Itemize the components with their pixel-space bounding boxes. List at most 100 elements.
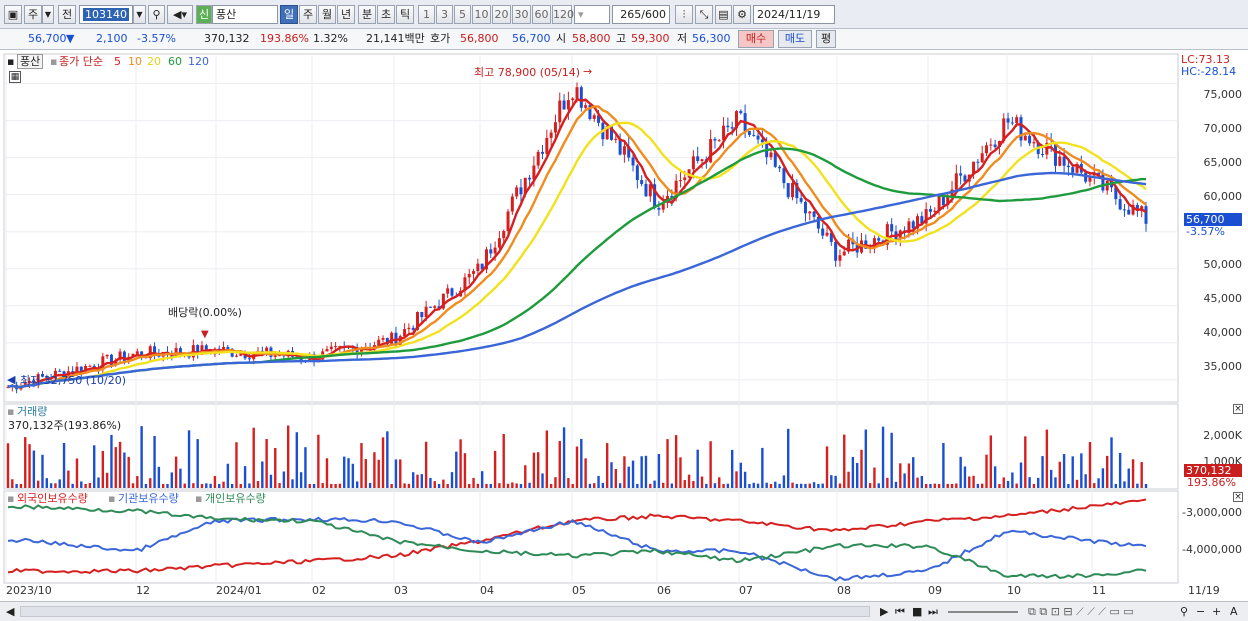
new-badge[interactable]: 신 xyxy=(196,5,212,24)
legend-sep-icon: ▪ xyxy=(108,492,116,505)
panel-menu-icon[interactable]: ▪ xyxy=(7,55,15,68)
interval-10[interactable]: 10 xyxy=(472,5,491,24)
close-icon[interactable]: × xyxy=(1233,492,1243,502)
chevron-down-icon[interactable]: ▼ xyxy=(42,5,54,24)
code-input[interactable]: 103140 xyxy=(79,5,133,24)
volume-bar xyxy=(28,444,31,488)
volume-bar xyxy=(433,481,436,488)
holder-line-1 xyxy=(7,516,1147,582)
volume-bar xyxy=(761,447,764,488)
interval-5[interactable]: 5 xyxy=(454,5,471,24)
candle-body xyxy=(653,184,657,208)
type-select[interactable]: 주 xyxy=(24,5,42,24)
volume-bar xyxy=(593,483,596,488)
count-input[interactable]: 265/600 xyxy=(612,5,670,24)
draw-tool-icon[interactable]: ⤡ xyxy=(695,5,713,24)
code-dropdown-icon[interactable]: ▼ xyxy=(133,5,146,24)
volume-bar xyxy=(1067,483,1070,488)
ask-label: 호가 xyxy=(430,32,451,45)
volume-bar xyxy=(657,453,661,488)
scroll-left-icon[interactable]: ◀ xyxy=(6,605,15,618)
average-button[interactable]: 평 xyxy=(816,30,836,48)
change-rate: -3.57% xyxy=(137,32,176,45)
volume-bar xyxy=(1075,479,1079,488)
candle-body xyxy=(605,126,609,140)
volume-bar xyxy=(442,479,445,488)
candle-body xyxy=(1019,117,1023,141)
ma-menu-icon[interactable]: ▪ xyxy=(50,55,58,68)
period-second[interactable]: 초 xyxy=(377,5,395,24)
period-minute[interactable]: 분 xyxy=(358,5,376,24)
volume-bar xyxy=(351,463,355,488)
interval-3[interactable]: 3 xyxy=(436,5,453,24)
date-input[interactable]: 2024/11/19 xyxy=(753,5,835,24)
zoom-icon[interactable]: ⚲ xyxy=(1180,605,1189,618)
chart-area[interactable]: ▪ 풍산 ▪ 종가 단순 5 10 20 60 120 ▦ 최고 78,900 … xyxy=(0,51,1248,601)
period-day[interactable]: 일 xyxy=(280,5,298,24)
custom-interval-input[interactable]: ▾ xyxy=(574,5,610,24)
candle-body xyxy=(1006,118,1010,123)
volume-bar xyxy=(696,449,699,488)
volume-bar xyxy=(325,458,329,488)
candle-body xyxy=(911,221,915,229)
fast-forward-icon[interactable]: ⏭ xyxy=(928,605,938,618)
candle-body xyxy=(713,139,717,141)
layout-tools-icon[interactable]: ⧉ ⧉ ⊡ ⊟ ⟋ ⟋ ⟋ ▭ ▭ xyxy=(1028,605,1134,618)
volume-bar xyxy=(687,474,691,488)
volume-bar xyxy=(476,483,480,488)
holder-menu-icon[interactable]: ▪ xyxy=(7,492,15,505)
period-week[interactable]: 주 xyxy=(299,5,317,24)
volume-bar xyxy=(368,482,372,488)
interval-1[interactable]: 1 xyxy=(418,5,435,24)
calculator-icon[interactable]: ▦ xyxy=(9,71,21,83)
sell-button[interactable]: 매도 xyxy=(778,30,812,48)
ask-price-2: 56,700 xyxy=(512,32,551,45)
interval-120[interactable]: 120 xyxy=(552,5,574,24)
zoom-in-icon[interactable]: + xyxy=(1212,605,1222,618)
ma-line-120 xyxy=(7,171,1147,389)
interval-20[interactable]: 20 xyxy=(492,5,511,24)
down-arrow-icon: ▼ xyxy=(66,32,75,45)
candle-type-icon[interactable]: ⫶ xyxy=(675,5,693,24)
candle-body xyxy=(325,349,329,352)
volume-bar xyxy=(1088,442,1092,488)
chart-menu-icon[interactable]: ▣ xyxy=(4,5,22,24)
volume-bar xyxy=(364,459,367,488)
zoom-out-icon[interactable]: − xyxy=(1196,605,1206,618)
y-tick: 70,000 xyxy=(1203,122,1243,135)
close-icon[interactable]: × xyxy=(1233,404,1243,414)
volume-bar xyxy=(429,477,432,488)
settings-gear-icon[interactable]: ⚙ xyxy=(733,5,751,24)
volume-bar xyxy=(54,483,57,488)
candle-body xyxy=(933,210,937,212)
period-tick[interactable]: 틱 xyxy=(396,5,414,24)
volume-menu-icon[interactable]: ▪ xyxy=(7,405,15,418)
candle-body xyxy=(463,277,467,291)
candle-body xyxy=(890,224,894,232)
prev-button[interactable]: 전 xyxy=(58,5,76,24)
buy-button[interactable]: 매수 xyxy=(738,30,774,48)
volume-bar xyxy=(1127,468,1130,488)
period-year[interactable]: 년 xyxy=(337,5,355,24)
rewind-icon[interactable]: ⏮ xyxy=(895,605,905,618)
volume-bar xyxy=(515,483,518,488)
candle-body xyxy=(635,165,639,181)
interval-30[interactable]: 30 xyxy=(512,5,531,24)
scroll-right-icon[interactable]: ▶ xyxy=(880,605,889,618)
stop-icon[interactable]: ■ xyxy=(912,605,923,618)
zoom-slider[interactable] xyxy=(948,611,1018,613)
candle-body xyxy=(756,135,760,140)
stock-name-field[interactable]: 풍산 xyxy=(212,5,278,24)
font-size-icon[interactable]: A xyxy=(1230,605,1238,618)
candle-body xyxy=(109,354,113,366)
sound-icon[interactable]: ◀▾ xyxy=(167,5,193,24)
interval-60[interactable]: 60 xyxy=(532,5,551,24)
scroll-track[interactable] xyxy=(20,606,870,617)
period-month[interactable]: 월 xyxy=(318,5,336,24)
volume-bar xyxy=(1045,429,1049,488)
save-icon[interactable]: ▤ xyxy=(715,5,732,24)
candle-body xyxy=(523,177,527,195)
search-icon[interactable]: ⚲ xyxy=(148,5,165,24)
x-label: 09 xyxy=(928,584,942,597)
volume-bar xyxy=(278,483,281,488)
